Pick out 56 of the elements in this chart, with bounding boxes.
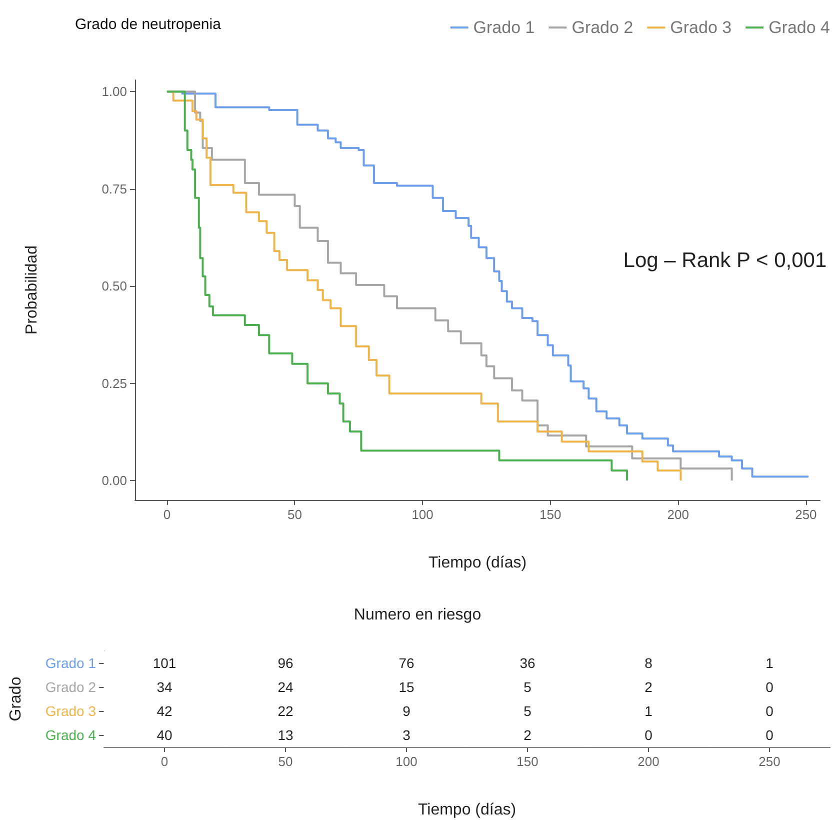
- x-axis-title: Tiempo (días): [418, 802, 516, 818]
- data-label: 9: [402, 703, 411, 719]
- data-label: 2: [524, 727, 532, 743]
- data-label: 76: [398, 655, 414, 671]
- data-label: 34: [156, 679, 172, 695]
- data-label: 1: [766, 655, 774, 671]
- x-tick-label: 0: [160, 754, 168, 769]
- data-label: 5: [524, 679, 532, 695]
- legend-label: Grado 1: [473, 18, 535, 37]
- y-tick-label: Grado 3: [45, 703, 96, 719]
- legend-label: Grado 2: [572, 18, 634, 37]
- x-tick-label: 100: [396, 754, 418, 769]
- data-label: 3: [402, 727, 411, 743]
- data-label: 13: [278, 727, 294, 743]
- x-tick-label: 0: [163, 507, 171, 522]
- data-label: 101: [152, 655, 176, 671]
- data-label: 2: [644, 679, 653, 695]
- y-tick-label: 1.00: [102, 84, 127, 100]
- y-tick-label: Grado 4: [45, 727, 96, 743]
- x-tick-label: 250: [795, 507, 817, 522]
- data-label: 0: [766, 703, 774, 719]
- data-label: 40: [156, 727, 172, 743]
- legend-label: Grado 3: [670, 18, 732, 37]
- data-label: 8: [644, 655, 653, 671]
- y-tick-label: 0.50: [102, 278, 127, 294]
- legend-title: Grado de neutropenia: [75, 16, 222, 33]
- data-label: 0: [644, 727, 653, 743]
- y-tick-label: 0.75: [102, 181, 127, 196]
- data-label: 15: [398, 679, 414, 695]
- annotation: Log – Rank P < 0,001: [623, 249, 827, 272]
- data-label: 5: [524, 703, 532, 719]
- data-label: 0: [766, 679, 774, 695]
- x-tick-label: 50: [278, 754, 293, 769]
- y-tick-label: 0.25: [102, 376, 127, 391]
- data-label: 96: [278, 655, 294, 671]
- x-tick-label: 200: [638, 754, 660, 769]
- data-label: 24: [278, 679, 294, 695]
- x-tick-label: 150: [539, 507, 562, 522]
- x-tick-label: 100: [412, 507, 434, 522]
- x-tick-label: 250: [758, 754, 780, 769]
- chart-title: Numero en riesgo: [354, 606, 482, 624]
- legend-label: Grado 4: [768, 18, 830, 37]
- y-axis-title: Grado: [8, 676, 24, 722]
- data-label: 22: [278, 703, 294, 719]
- x-tick-label: 50: [288, 507, 302, 522]
- x-tick-label: 150: [516, 754, 538, 769]
- data-label: 42: [156, 703, 172, 719]
- data-label: 1: [644, 703, 653, 719]
- y-tick-label: Grado 1: [45, 655, 96, 671]
- y-axis-title: Probabilidad: [24, 246, 40, 334]
- x-tick-label: 200: [667, 507, 689, 522]
- y-tick-label: 0.00: [102, 473, 127, 488]
- x-axis-title: Tiempo (días): [428, 554, 527, 572]
- data-label: 36: [520, 655, 536, 671]
- data-label: 0: [766, 727, 774, 743]
- y-tick-label: Grado 2: [45, 679, 96, 695]
